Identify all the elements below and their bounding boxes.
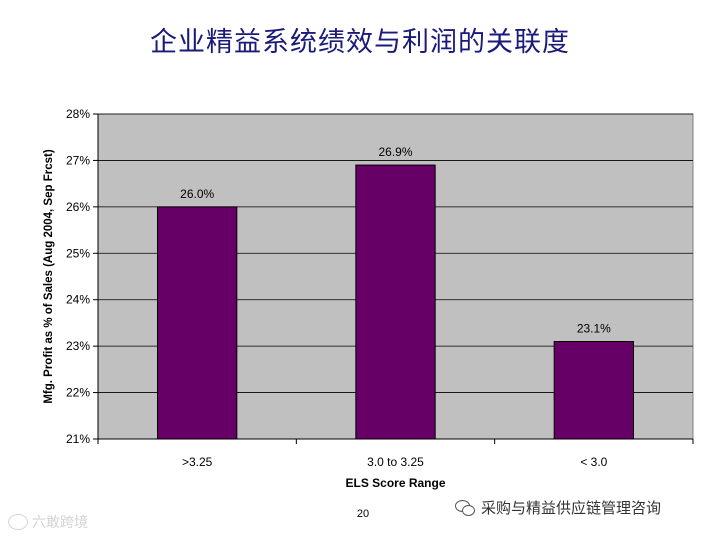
wechat-icon [455, 499, 475, 516]
y-tick-label: 27% [66, 153, 90, 167]
y-tick-label: 23% [66, 339, 90, 353]
y-axis-title: Mfg. Profit as % of Sales (Aug 2004, Sep… [43, 149, 55, 404]
x-axis: >3.25 3.0 to 3.25 < 3.0 [97, 438, 694, 469]
x-tick-label: < 3.0 [580, 455, 607, 469]
watermark: 六敢跨境 [8, 512, 88, 532]
y-tick-label: 24% [66, 293, 90, 307]
wechat-credit: 采购与精益供应链管理咨询 [455, 497, 661, 518]
bar [553, 341, 635, 440]
y-tick-label: 25% [66, 246, 90, 260]
y-tick-label: 21% [66, 432, 90, 446]
bar [157, 206, 238, 440]
watermark-logo-icon [8, 514, 28, 530]
y-tick-label: 22% [66, 386, 90, 400]
x-tick-label: 3.0 to 3.25 [367, 455, 424, 469]
bar [355, 164, 436, 440]
x-tick-label: >3.25 [182, 455, 213, 469]
y-axis: 21% 22% 23% 24% 25% 26% 27% 28% [66, 107, 99, 446]
x-axis-title: ELS Score Range [345, 476, 445, 490]
bars [157, 164, 635, 440]
data-label: 26.0% [180, 187, 214, 201]
page-number: 20 [356, 508, 370, 520]
y-tick-label: 26% [66, 200, 90, 214]
data-labels: 26.0% 26.9% 23.1% [180, 145, 611, 335]
slide-title: 企业精益系统绩效与利润的关联度 [150, 27, 570, 58]
wechat-credit-text: 采购与精益供应链管理咨询 [481, 499, 662, 517]
data-label: 26.9% [378, 145, 412, 159]
y-tick-label: 28% [66, 107, 90, 121]
data-label: 23.1% [577, 322, 611, 336]
watermark-text: 六敢跨境 [32, 515, 88, 531]
